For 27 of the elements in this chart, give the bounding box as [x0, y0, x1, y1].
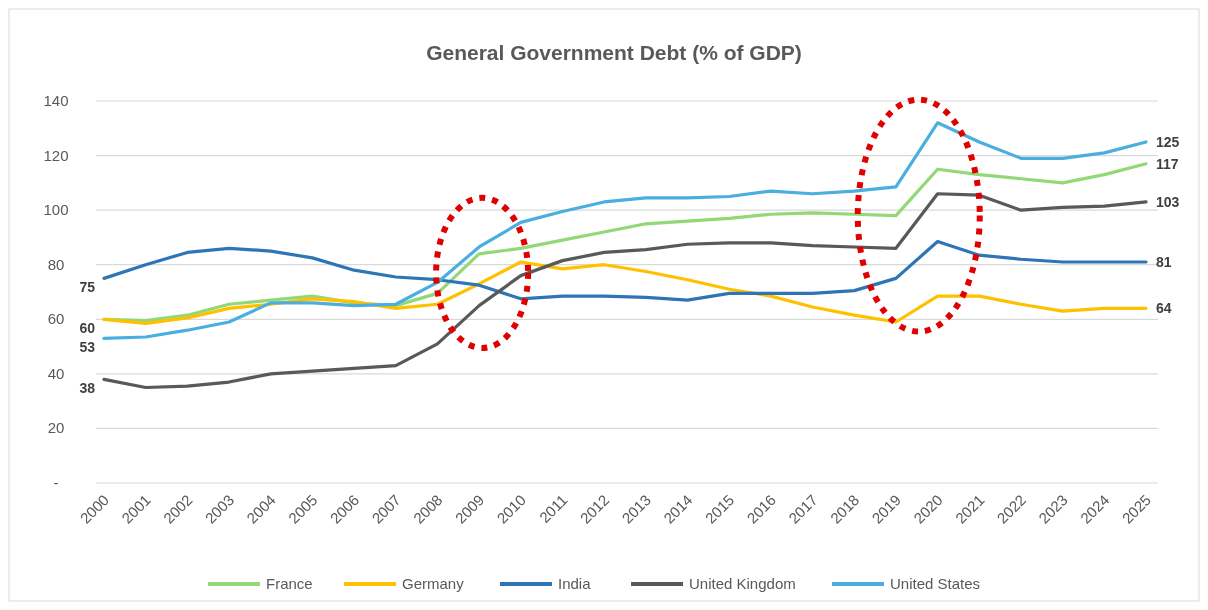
y-tick-label: 100	[43, 201, 69, 219]
line-series	[102, 192, 1148, 390]
legend-label: United States	[890, 575, 981, 592]
y-tick-label: 80	[47, 255, 65, 273]
data-label: 75	[79, 279, 96, 296]
y-tick-label: 60	[47, 310, 65, 328]
y-tick-label: 140	[43, 92, 69, 109]
data-label: 117	[1156, 155, 1179, 172]
y-tick-label: -	[53, 474, 59, 491]
data-label: 53	[79, 339, 96, 356]
line-series	[102, 239, 1148, 302]
legend-label: United Kingdom	[689, 575, 796, 592]
legend-label: India	[558, 575, 592, 592]
legend-label: France	[266, 575, 313, 592]
data-label: 60	[79, 320, 96, 337]
data-label: 103	[1156, 193, 1180, 210]
y-tick-label: 40	[47, 364, 65, 382]
y-tick-label: 120	[43, 146, 69, 164]
chart-title: General Government Debt (% of GDP)	[426, 41, 802, 64]
line-series	[102, 260, 1148, 325]
y-tick-label: 20	[47, 419, 65, 437]
legend-label: Germany	[402, 575, 465, 592]
line-series	[102, 121, 1148, 340]
data-label: 125	[1156, 133, 1180, 150]
data-label: 38	[79, 380, 96, 397]
data-label: 81	[1156, 253, 1172, 270]
data-label: 64	[1156, 300, 1172, 317]
